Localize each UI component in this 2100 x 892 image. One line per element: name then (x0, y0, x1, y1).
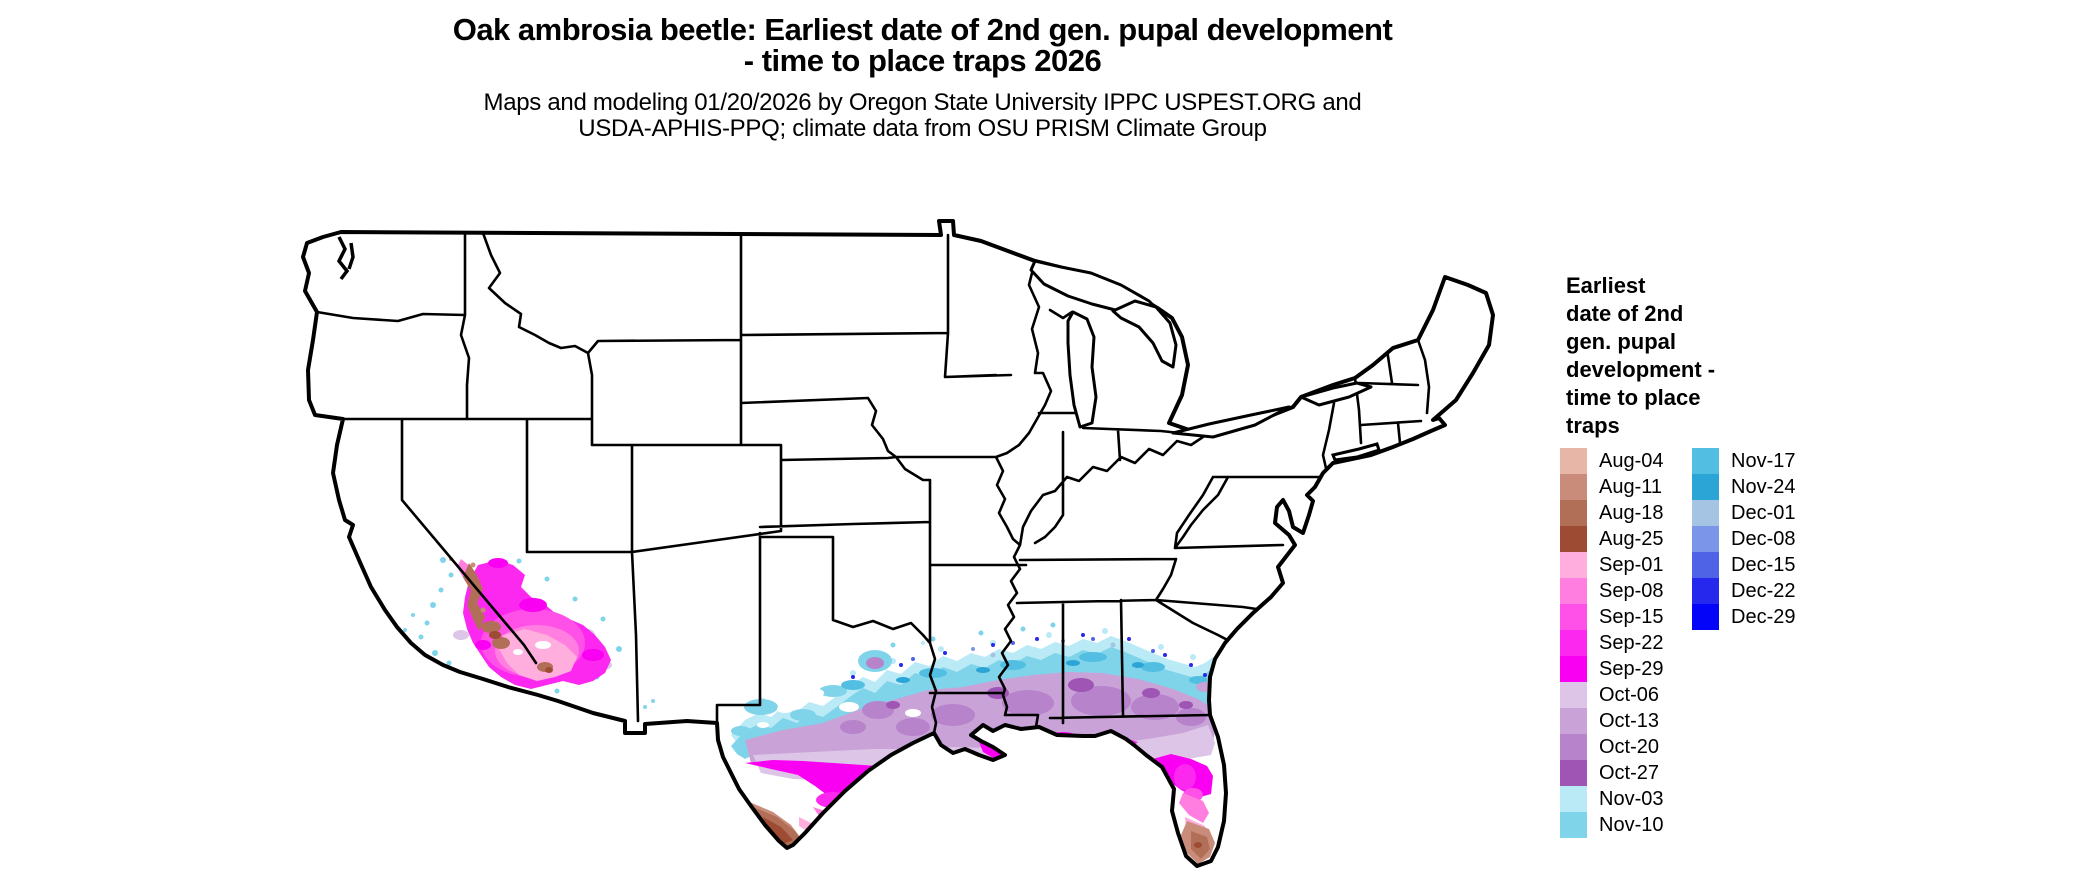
subtitle-line1: Maps and modeling 01/20/2026 by Oregon S… (483, 89, 1362, 116)
legend-entry: Sep-22 (1560, 630, 1664, 656)
legend-entry-label: Sep-08 (1599, 579, 1664, 602)
lake-michigan (1066, 310, 1098, 429)
map-holes-west-texas (757, 689, 921, 728)
legend-entry-label: Dec-01 (1731, 501, 1796, 524)
legend-entry: Oct-06 (1560, 682, 1664, 708)
map-subtitle: Maps and modeling 01/20/2026 by Oregon S… (0, 90, 1845, 142)
legend-entry: Sep-08 (1560, 578, 1664, 604)
legend-entry: Nov-10 (1560, 812, 1664, 838)
legend-color-swatch (1560, 474, 1587, 500)
legend-entry: Sep-29 (1560, 656, 1664, 682)
page-title-line2: - time to place traps 2026 (743, 43, 1102, 78)
lake-erie (1171, 405, 1291, 439)
map-patches-sep15 (840, 788, 1203, 821)
legend-entry-label: Nov-10 (1599, 813, 1664, 836)
us-outline (301, 219, 1495, 868)
map-band-sep01 (799, 817, 1208, 846)
legend-entry: Aug-25 (1560, 526, 1664, 552)
legend-color-swatch (1560, 812, 1587, 838)
legend-entry-label: Aug-25 (1599, 527, 1664, 550)
map-region-texas-tip (747, 801, 807, 851)
legend-entry: Oct-20 (1560, 734, 1664, 760)
legend-color-swatch (1692, 474, 1719, 500)
legend-entry: Aug-11 (1560, 474, 1664, 500)
legend-entry: Dec-08 (1692, 526, 1795, 552)
legend-entry: Oct-27 (1560, 760, 1664, 786)
legend-entry-label: Aug-04 (1599, 449, 1664, 472)
legend-entry-label: Aug-11 (1599, 475, 1663, 498)
legend-entry-label: Dec-22 (1731, 579, 1796, 602)
legend-entry: Dec-15 (1692, 552, 1795, 578)
legend-color-swatch (1692, 500, 1719, 526)
legend-entry: Dec-22 (1692, 578, 1795, 604)
legend-color-swatch (1560, 448, 1587, 474)
long-island (1330, 442, 1381, 462)
legend-color-swatch (1560, 604, 1587, 630)
legend-color-swatch (1560, 786, 1587, 812)
map-region-florida-tip (1181, 821, 1215, 864)
great-lakes (1029, 259, 1373, 439)
us-landmass (303, 221, 1493, 866)
legend-entry: Sep-01 (1560, 552, 1664, 578)
map-header: Oak ambrosia beetle: Earliest date of 2n… (0, 14, 1845, 142)
us-map (301, 219, 1495, 883)
legend-color-swatch (1560, 760, 1587, 786)
legend-entry-label: Oct-06 (1599, 683, 1660, 706)
legend-color-swatch (1560, 708, 1587, 734)
legend-color-swatch (1692, 604, 1719, 630)
legend-entry: Aug-04 (1560, 448, 1664, 474)
legend-color-swatch (1692, 448, 1719, 474)
legend-title: Earliest date of 2nd gen. pupal development… (1566, 273, 1716, 438)
legend-color-swatch (1560, 630, 1587, 656)
legend-color-swatch (1692, 526, 1719, 552)
legend-entry-label: Oct-27 (1599, 761, 1660, 784)
legend-entry-label: Sep-22 (1599, 631, 1664, 654)
legend-entry-label: Dec-15 (1731, 553, 1796, 576)
legend-entry: Nov-17 (1692, 448, 1795, 474)
page-title-line1: Oak ambrosia beetle: Earliest date of 2n… (452, 12, 1393, 47)
puget-sound-detail (336, 236, 355, 281)
subtitle-line2: USDA-APHIS-PPQ; climate data from OSU PR… (578, 115, 1267, 142)
legend-column-2: Nov-17 Nov-24 Dec-01 Dec-08 Dec-15 (1692, 448, 1795, 630)
map-band-sep08 (813, 793, 1209, 839)
map-patches-nov24 (896, 660, 1144, 683)
map-region-florida-keys (1158, 869, 1224, 883)
legend-entry-label: Oct-13 (1599, 709, 1660, 732)
legend-entry: Oct-13 (1560, 708, 1664, 734)
map-patches-oct20 (840, 657, 1206, 736)
legend-entry: Sep-15 (1560, 604, 1664, 630)
legend-column-1: Aug-04 Aug-11 Aug-18 Aug-25 Sep-01 (1560, 448, 1664, 838)
legend-entry-label: Oct-20 (1599, 735, 1660, 758)
legend-color-swatch (1560, 552, 1587, 578)
us-map-container (293, 215, 1533, 885)
legend-color-swatch (1560, 500, 1587, 526)
legend-entry: Dec-01 (1692, 500, 1795, 526)
legend-color-swatch (1560, 578, 1587, 604)
legend-entry-label: Aug-18 (1599, 501, 1664, 524)
legend-entry-label: Sep-01 (1599, 553, 1664, 576)
legend-entry-label: Dec-08 (1731, 527, 1796, 550)
legend-entry: Nov-03 (1560, 786, 1664, 812)
lake-ontario (1299, 381, 1373, 407)
legend-color-swatch (1692, 552, 1719, 578)
legend-color-swatch (1560, 656, 1587, 682)
legend-entry-label: Dec-29 (1731, 605, 1796, 628)
legend-entry-label: Nov-03 (1599, 787, 1664, 810)
legend-color-swatch (1560, 526, 1587, 552)
legend-entry-label: Sep-15 (1599, 605, 1664, 628)
legend-color-swatch (1560, 734, 1587, 760)
legend-entry: Nov-24 (1692, 474, 1795, 500)
legend-entry-label: Sep-29 (1599, 657, 1664, 680)
legend-entry: Dec-29 (1692, 604, 1795, 630)
legend-color-swatch (1560, 682, 1587, 708)
legend-entry: Aug-18 (1560, 500, 1664, 526)
legend-entry-label: Nov-17 (1731, 449, 1796, 472)
lake-huron (1111, 299, 1178, 369)
legend-entry-label: Nov-24 (1731, 475, 1796, 498)
legend-color-swatch (1692, 578, 1719, 604)
